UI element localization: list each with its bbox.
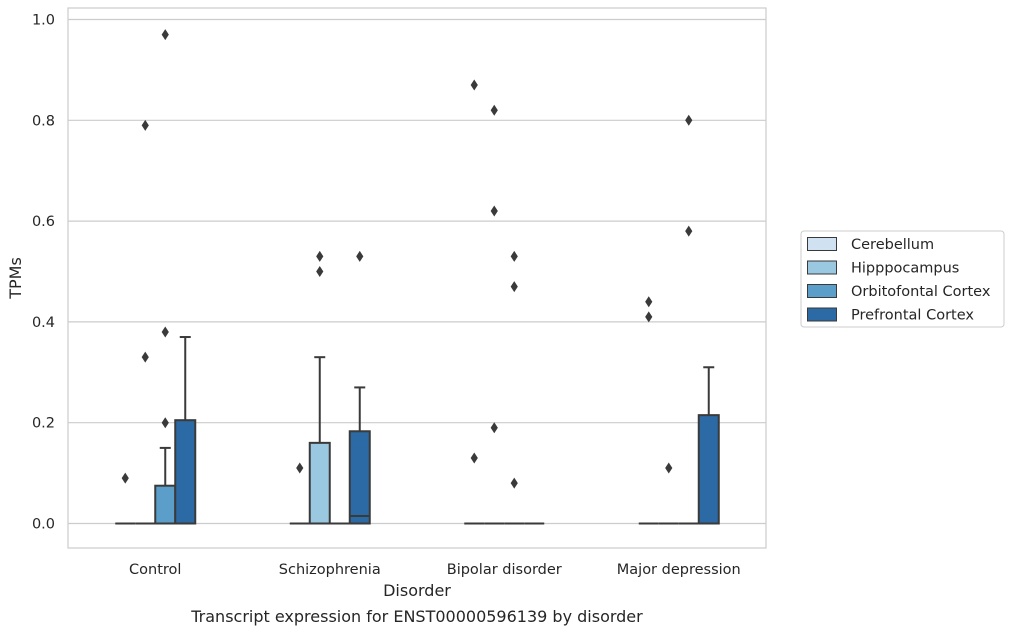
outlier-point xyxy=(490,104,498,116)
box-hipppocampus xyxy=(308,356,331,525)
boxes xyxy=(115,336,720,525)
outlier-point xyxy=(510,250,518,262)
outlier-point xyxy=(665,462,673,474)
legend-label: Prefrontal Cortex xyxy=(851,308,974,324)
legend-swatch xyxy=(807,307,837,322)
legend-swatch xyxy=(807,284,837,298)
outlier-point xyxy=(161,29,169,41)
y-tick-label: 1.0 xyxy=(32,13,55,29)
y-tick-label: 0.8 xyxy=(32,113,55,129)
legend-swatch xyxy=(807,260,837,275)
box-prefrontal-cortex xyxy=(348,386,371,525)
y-tick-label: 0.6 xyxy=(32,214,55,230)
x-tick-label: Major depression xyxy=(617,562,741,578)
outlier-point xyxy=(490,205,498,217)
y-axis-label: TPMs xyxy=(6,257,25,300)
x-tick-label: Bipolar disorder xyxy=(447,562,562,578)
box-orbitofontal-cortex xyxy=(154,446,177,525)
outlier-point xyxy=(470,452,478,464)
plot-frame xyxy=(67,7,767,549)
box-body xyxy=(308,441,331,525)
legend-label: Orbitofontal Cortex xyxy=(851,284,991,300)
legend-label: Hipppocampus xyxy=(851,261,959,277)
grid-lines xyxy=(68,18,766,525)
y-axis-ticks: 0.0 0.2 0.4 0.6 0.8 1.0 xyxy=(32,13,55,533)
outlier-point xyxy=(645,296,653,308)
outlier-point xyxy=(356,250,364,262)
outlier-point xyxy=(161,326,169,338)
outlier-point xyxy=(316,250,324,262)
outliers xyxy=(121,29,693,489)
legend-frame xyxy=(800,230,1005,328)
outlier-point xyxy=(685,114,693,126)
outlier-point xyxy=(316,266,324,277)
x-axis-ticks: Control Schizophrenia Bipolar disorder Majo… xyxy=(129,562,741,578)
box-body xyxy=(154,484,177,525)
outlier-point xyxy=(645,311,653,323)
x-axis-label: Disorder xyxy=(383,581,451,600)
outlier-point xyxy=(161,417,169,429)
box-prefrontal-cortex xyxy=(174,336,197,525)
y-tick-label: 0.4 xyxy=(32,315,55,331)
box-body xyxy=(348,430,371,525)
legend-label: Cerebellum xyxy=(851,237,934,253)
x-tick-label: Schizophrenia xyxy=(279,562,381,578)
outlier-point xyxy=(121,472,129,484)
outlier-point xyxy=(685,225,693,237)
legend: Cerebellum Hipppocampus Orbitofontal Corte… xyxy=(800,230,1005,328)
x-tick-label: Control xyxy=(129,562,181,578)
outlier-point xyxy=(490,422,498,434)
y-tick-label: 0.2 xyxy=(32,416,55,432)
legend-swatch xyxy=(807,237,837,251)
box-body xyxy=(697,414,720,525)
outlier-point xyxy=(510,477,518,489)
chart-caption: Transcript expression for ENST0000059613… xyxy=(190,607,643,626)
box-body xyxy=(174,419,197,525)
outlier-point xyxy=(141,351,149,363)
y-tick-label: 0.0 xyxy=(32,517,55,533)
outlier-point xyxy=(510,281,518,293)
box-prefrontal-cortex xyxy=(697,366,720,525)
outlier-point xyxy=(141,119,149,131)
outlier-point xyxy=(296,462,304,474)
outlier-point xyxy=(470,79,478,91)
